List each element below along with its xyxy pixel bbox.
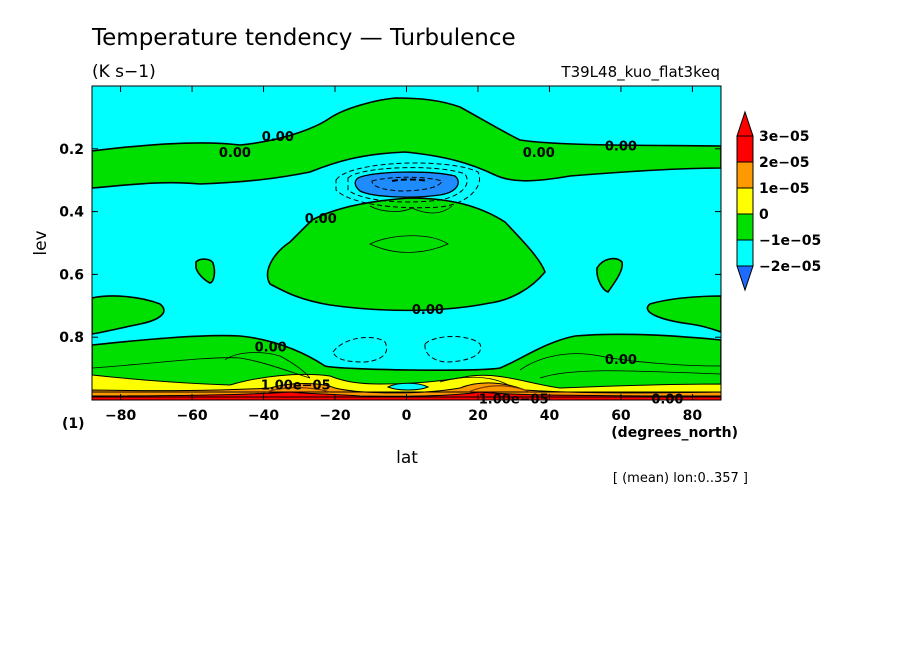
x-tick-label: 20 [468, 408, 488, 424]
contour-label: 0.00 [523, 146, 555, 161]
x-tick-label: 0 [402, 408, 412, 424]
x-tick-label: −40 [248, 408, 279, 424]
region-green-right-flank [646, 295, 721, 333]
region-green-upper-band [92, 97, 721, 189]
region-green-island-west [195, 258, 216, 284]
x-tick-label: 80 [683, 408, 703, 424]
contour-dashed-core-1 [347, 167, 468, 203]
colorbar-segment [736, 187, 754, 215]
colorbar-label: −2e−05 [759, 259, 821, 275]
contour-lower-thin-2 [224, 352, 311, 379]
colorbar-label: −1e−05 [759, 233, 821, 249]
panel-label: (1) [62, 416, 85, 432]
region-blue-core [354, 171, 459, 198]
contour-surface-dense-3 [264, 387, 331, 394]
x-tick-label: −20 [319, 408, 350, 424]
x-axis-units: (degrees_north) [611, 425, 738, 441]
colorbar: 3e−05 2e−05 1e−05 0 −1e−05 −2e−05 [736, 110, 821, 292]
contour-lower-thin-1 [92, 357, 311, 379]
contour-lower-thin-4 [539, 370, 721, 379]
colorbar-segment [736, 239, 754, 267]
run-id: T39L48_kuo_flat3keq [560, 63, 720, 82]
contour-label: 0.00 [219, 146, 251, 161]
chart-units: (K s−1) [92, 62, 156, 82]
contour-lower-thin-5 [439, 376, 511, 387]
contour-label: 0.00 [605, 353, 637, 368]
x-axis-label: lat [396, 448, 418, 468]
contour-dashed-low-east [424, 336, 482, 363]
contour-label: 0.00 [255, 341, 287, 356]
chart-title: Temperature tendency — Turbulence [91, 25, 516, 51]
colorbar-label: 2e−05 [759, 155, 809, 171]
contour-label: 1.00e−05 [261, 378, 331, 393]
colorbar-segment [736, 135, 754, 163]
contour-blue-inner [371, 176, 443, 192]
contour-label: 0.00 [262, 130, 294, 145]
x-tick-label: 60 [611, 408, 631, 424]
y-axis-label: lev [31, 230, 51, 255]
contour-central-thin-2 [369, 235, 449, 253]
contour-label: 0.00 [605, 140, 637, 155]
colorbar-label: 0 [759, 207, 769, 223]
x-tick-label: −60 [176, 408, 207, 424]
x-tick-label: −80 [105, 408, 136, 424]
contour-dashed-core-2 [335, 162, 480, 209]
colorbar-segment [736, 161, 754, 189]
contour-plot [92, 86, 721, 400]
y-axis: 0.2 0.4 0.6 0.8 [59, 142, 721, 346]
x-tick-label: 40 [540, 408, 560, 424]
region-green-island-east [596, 257, 624, 293]
footer-note: [ (mean) lon:0..357 ] [613, 471, 748, 486]
region-green-central [266, 197, 546, 312]
contour-central-thin-1 [369, 205, 453, 214]
contour-label: 0.00 [412, 303, 444, 318]
contour-blue-innermost [391, 178, 429, 182]
contour-surface-dense-4 [467, 385, 531, 393]
colorbar-label: 3e−05 [759, 129, 809, 145]
y-tick-label: 0.2 [59, 142, 84, 158]
region-red [92, 391, 721, 400]
contour-lower-thin-3 [519, 353, 721, 371]
colorbar-label: 1e−05 [759, 181, 809, 197]
contour-dashed-low-west [332, 336, 388, 363]
x-axis: −80 −60 −40 −20 0 20 40 60 80 [105, 86, 702, 424]
y-tick-label: 0.8 [59, 330, 84, 346]
contour-label: 0.00 [305, 212, 337, 227]
region-green-left-flank [92, 295, 165, 335]
region-cyan-pocket-surface [386, 382, 430, 391]
colorbar-segment [736, 213, 754, 241]
colorbar-under-arrow [736, 265, 754, 292]
y-tick-label: 0.4 [59, 205, 84, 221]
y-tick-label: 0.6 [59, 267, 84, 283]
